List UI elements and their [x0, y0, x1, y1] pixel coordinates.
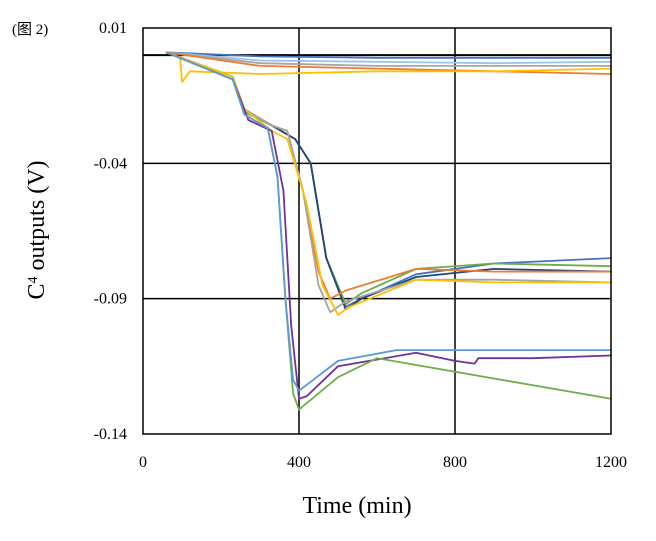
y-tick-label: -0.09 [94, 291, 127, 308]
y-tick-label: -0.14 [94, 426, 127, 443]
grid-lines [143, 28, 611, 434]
y-tick-label: 0.01 [99, 20, 127, 37]
series-line-11 [165, 51, 612, 316]
y-axis-title-rest: outputs (V) [24, 160, 50, 276]
series-line-7 [165, 51, 612, 306]
y-tick-labels: 0.01 -0.04 -0.09 -0.14 [94, 20, 127, 443]
series-group [165, 51, 612, 411]
series-line-4 [165, 51, 612, 75]
x-tick-label: 0 [139, 454, 147, 471]
x-tick-labels: 0 400 800 1200 [139, 454, 627, 471]
series-line-3 [165, 51, 612, 67]
y-axis-title-main: C [24, 283, 50, 299]
y-axis-title: C4 outputs (V) [24, 160, 50, 299]
x-tick-label: 400 [287, 454, 311, 471]
x-tick-label: 800 [443, 454, 467, 471]
y-tick-label: -0.04 [94, 155, 127, 172]
series-line-14 [165, 51, 612, 392]
x-axis-title: Time (min) [302, 493, 411, 519]
plot-area-frame [142, 27, 612, 435]
series-line-13 [165, 51, 612, 411]
x-tick-label: 1200 [595, 454, 627, 471]
series-line-2 [165, 51, 612, 65]
series-line-6 [165, 51, 612, 308]
series-line-12 [165, 51, 612, 400]
series-line-10 [165, 51, 612, 314]
series-line-5 [165, 51, 612, 83]
figure-label: (图 2) [12, 22, 49, 38]
series-line-1 [165, 51, 612, 59]
y-axis-title-sup: 4 [26, 276, 41, 283]
